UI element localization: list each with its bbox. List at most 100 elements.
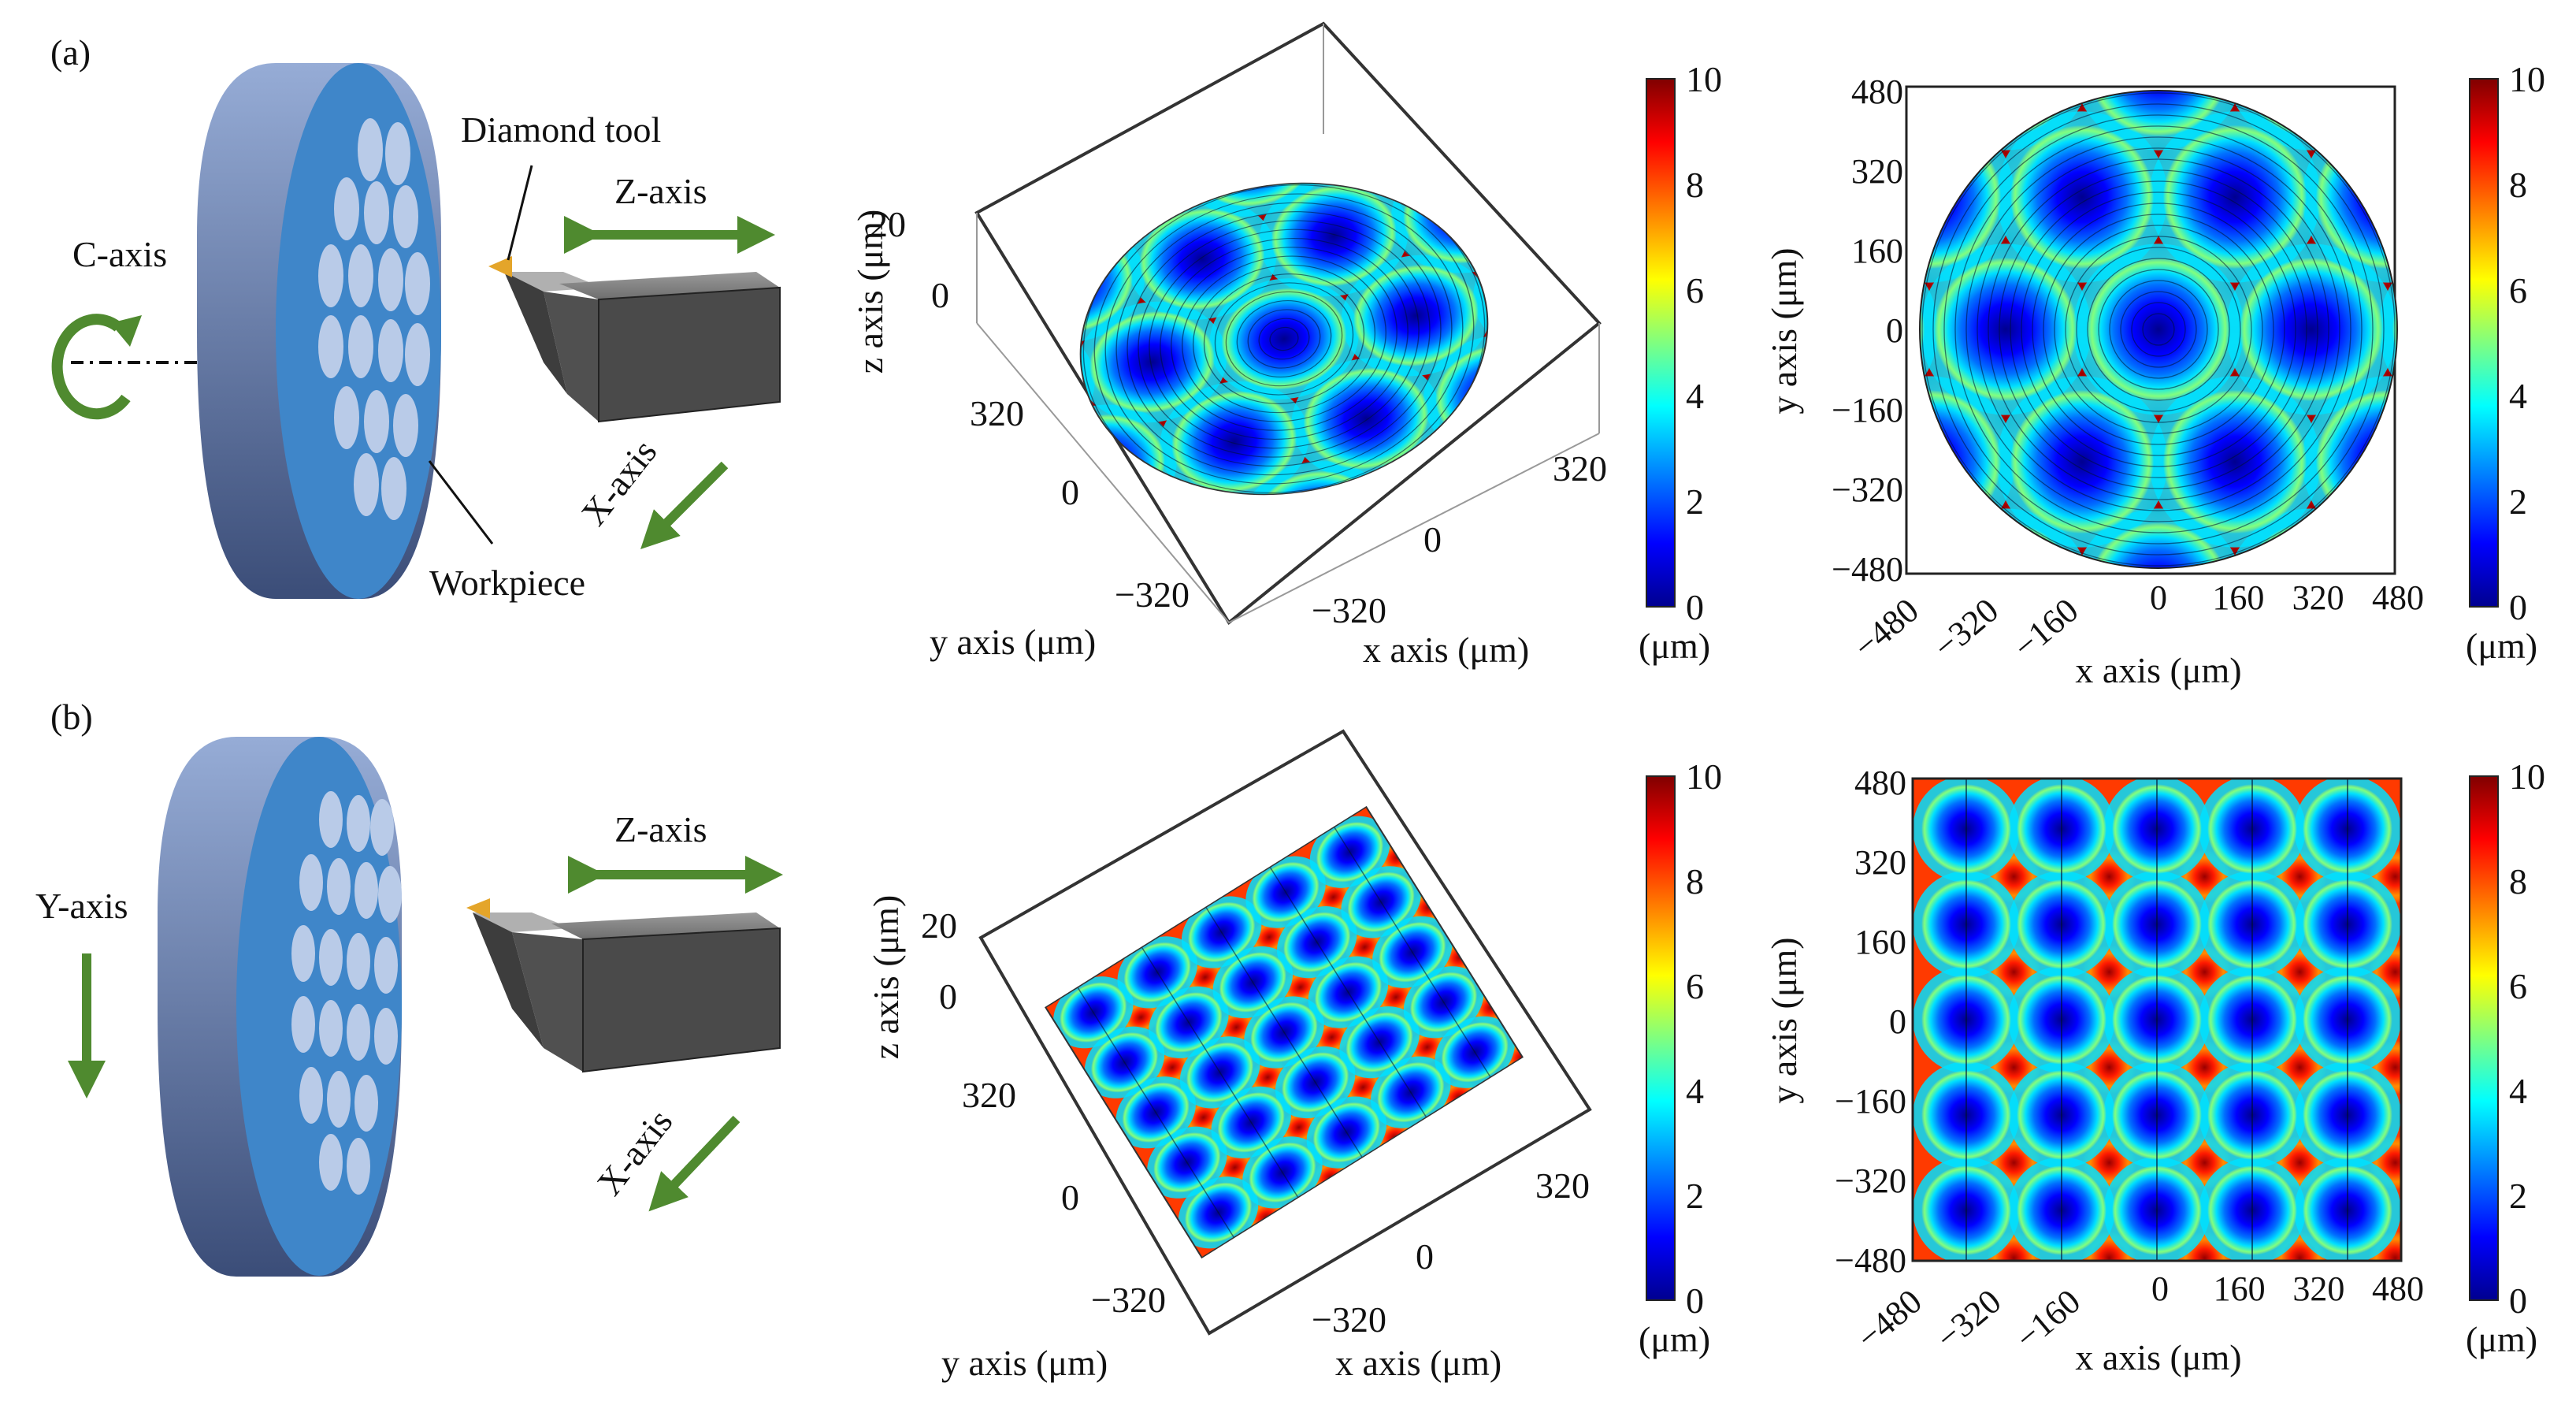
map-ytick-label: −480 <box>1832 550 1903 589</box>
dimple-mark <box>2315 125 2397 269</box>
tool-path-ring <box>2109 280 2208 379</box>
c-axis-label: C-axis <box>72 234 167 274</box>
dimple-mark <box>1089 311 1216 413</box>
map-xtick-label: 320 <box>2292 578 2344 617</box>
map-b-ylabel: y axis (μm) <box>1764 937 1804 1103</box>
map-xtick-label: 0 <box>2151 1269 2169 1308</box>
colorbar-tick-label: 8 <box>2509 861 2527 901</box>
tool-path-ring <box>1921 92 2396 567</box>
workpiece-label: Workpiece <box>429 563 585 603</box>
tool-path-line <box>1077 987 1235 1238</box>
surface-b-xtick-1: 0 <box>1416 1236 1434 1277</box>
x-axis-arrow-icon <box>640 461 729 549</box>
colorbar-a-2-unit: (μm) <box>2466 626 2537 666</box>
tool-path-line <box>1141 946 1299 1199</box>
peak-mark <box>1417 151 1493 182</box>
dimple-mark <box>2086 522 2231 568</box>
map-xtick-label: −320 <box>1926 591 2006 667</box>
tool-path-ring <box>1954 125 2363 533</box>
colorbar-tick-label: 4 <box>1686 376 1704 416</box>
tool-path-ring <box>2120 291 2197 368</box>
colorbar-b-1-unit: (μm) <box>1639 1319 1710 1359</box>
map-ytick-label: −160 <box>1832 391 1903 429</box>
diamond-tool-label: Diamond tool <box>461 110 661 150</box>
panel-b-label: (b) <box>50 697 93 737</box>
colorbar-tick-label: 4 <box>1686 1071 1704 1111</box>
colorbar-tick-label: 0 <box>2509 1280 2527 1321</box>
colorbar-a-2: 10 8 6 4 2 0 (μm) <box>2466 59 2545 666</box>
x-axis-label: X-axis <box>573 432 665 533</box>
dimple-mark <box>2315 389 2397 534</box>
surface-b-ztick-1: 0 <box>939 976 957 1017</box>
z-axis-label: Z-axis <box>614 809 707 849</box>
dimple-mark <box>1271 184 1397 287</box>
tool-path-ring <box>1977 147 2340 511</box>
map-a-ylabel: y axis (μm) <box>1764 247 1804 414</box>
colorbar-tick-label: 2 <box>2509 1176 2527 1216</box>
surface-a-ytick-2: −320 <box>1115 574 1190 615</box>
tool-path-ring <box>1171 247 1397 431</box>
peak-mark <box>1214 528 1298 600</box>
tool-tip-icon <box>488 256 512 277</box>
surface-b-xlabel: x axis (μm) <box>1335 1343 1501 1383</box>
tool-path-ring <box>1203 273 1365 404</box>
tool-path-ring <box>1104 193 1464 485</box>
surface-a-ylabel: y axis (μm) <box>930 622 1096 662</box>
tool-path-ring <box>1258 318 1310 360</box>
map-b-xlabel: x axis (μm) <box>2075 1337 2241 1377</box>
tool-path-ring <box>2065 236 2252 423</box>
colorbar-a-1-unit: (μm) <box>1639 626 1710 666</box>
tool-path-ring <box>1192 264 1376 414</box>
map-ytick-label: −160 <box>1835 1082 1906 1121</box>
tool-path-ring <box>1093 184 1475 493</box>
dimple-mark <box>1221 288 1347 390</box>
tool-path-ring <box>2043 214 2274 445</box>
colorbar-tick-label: 2 <box>2509 481 2527 522</box>
dimple-mark <box>1171 391 1297 493</box>
map-xtick-label: 160 <box>2214 1269 2266 1308</box>
panel-a-label: (a) <box>50 32 91 72</box>
diamond-tool <box>488 256 781 423</box>
surface-a-ytick-1: 0 <box>1061 472 1079 512</box>
workpiece-leader-line <box>428 460 494 545</box>
map-xtick-label: 160 <box>2212 578 2264 617</box>
tool-path-ring <box>1269 326 1299 351</box>
surface-a-ztick-1: 0 <box>931 275 949 315</box>
tool-path-ring <box>1115 202 1453 476</box>
peak-mark <box>2269 640 2355 726</box>
colorbar-b-2-unit: (μm) <box>2466 1319 2537 1359</box>
map-xtick-label: 480 <box>2372 578 2424 617</box>
surface-3d-b: 20 0 z axis (μm) 320 0 −320 y axis (μm) … <box>866 729 1592 1383</box>
dimple-mark <box>2010 125 2155 269</box>
diamond-tool <box>466 898 781 1073</box>
dimple-mark <box>2162 125 2307 269</box>
surface-a-ztick-0: 20 <box>870 204 906 244</box>
colorbar-tick-label: 0 <box>1686 1280 1704 1321</box>
surface-b-xtick-2: −320 <box>1312 1299 1386 1340</box>
colorbar-tick-label: 6 <box>2509 270 2527 310</box>
panel-b: (b) Y-axis Z-axi <box>35 697 2545 1383</box>
tool-path-ring <box>2054 225 2263 434</box>
colorbar-b-1: 10 8 6 4 2 0 (μm) <box>1639 756 1722 1359</box>
colorbar-tick-label: 0 <box>1686 587 1704 627</box>
lens-array-hex <box>318 118 430 520</box>
z-axis-label: Z-axis <box>614 171 707 211</box>
map-ytick-label: 480 <box>1851 72 1903 111</box>
surface-a-xlabel: x axis (μm) <box>1363 630 1529 670</box>
map-a-xlabel: x axis (μm) <box>2075 650 2241 690</box>
tool-path-ring <box>2010 180 2307 478</box>
tool-tip-icon <box>466 898 490 919</box>
colorbar-tick-label: 8 <box>1686 165 1704 205</box>
map-ytick-label: −480 <box>1835 1241 1906 1280</box>
colorbar-tick-label: 2 <box>1686 1176 1704 1216</box>
tool-path-ring <box>1160 237 1409 440</box>
tool-path-line <box>1269 866 1427 1118</box>
tool-path-ring <box>1932 103 2385 556</box>
dimple-mark <box>2086 91 2231 137</box>
schematic-b: Y-axis Z-axis X-axis <box>35 737 783 1277</box>
colorbar-tick-label: 10 <box>1686 59 1722 99</box>
map-xtick-label: −480 <box>1850 1282 1929 1358</box>
x-axis-arrow-icon <box>648 1115 741 1212</box>
tool-path-line <box>1333 827 1491 1078</box>
